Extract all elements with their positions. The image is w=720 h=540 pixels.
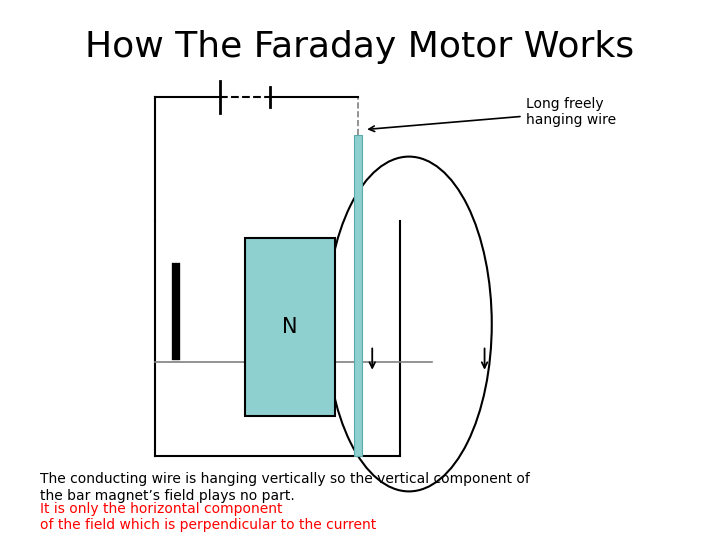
Text: The conducting wire is hanging vertically so the vertical component of
the bar m: The conducting wire is hanging verticall… [40, 472, 529, 503]
Text: N: N [282, 316, 297, 337]
Bar [354, 135, 362, 456]
Text: It is only the horizontal component
of the field which is perpendicular to the c: It is only the horizontal component of t… [40, 502, 376, 532]
Bar [245, 238, 335, 416]
Text: How The Faraday Motor Works: How The Faraday Motor Works [86, 30, 634, 64]
Text: Long freely
hanging wire: Long freely hanging wire [369, 97, 616, 132]
